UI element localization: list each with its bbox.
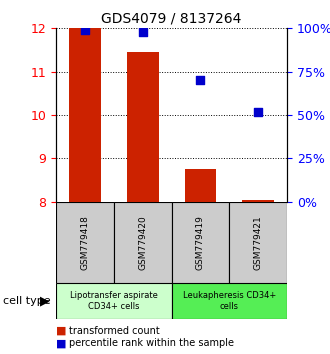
Text: transformed count: transformed count: [69, 326, 160, 336]
Text: percentile rank within the sample: percentile rank within the sample: [69, 338, 234, 348]
Text: Leukapheresis CD34+
cells: Leukapheresis CD34+ cells: [183, 291, 276, 310]
Bar: [172, 202, 229, 283]
Bar: [56, 283, 172, 319]
Text: GSM779421: GSM779421: [254, 215, 263, 270]
Point: [140, 29, 146, 35]
Text: GSM779418: GSM779418: [81, 215, 89, 270]
Text: ■: ■: [56, 338, 67, 348]
Bar: [229, 202, 287, 283]
Text: cell type: cell type: [3, 296, 51, 306]
Text: ■: ■: [56, 326, 67, 336]
Bar: [127, 52, 159, 202]
Point: [198, 78, 203, 83]
Text: GSM779420: GSM779420: [138, 215, 147, 270]
Bar: [242, 200, 274, 202]
Title: GDS4079 / 8137264: GDS4079 / 8137264: [101, 12, 242, 26]
Bar: [184, 169, 216, 202]
Bar: [56, 202, 114, 283]
Text: ▶: ▶: [40, 295, 49, 307]
Text: GSM779419: GSM779419: [196, 215, 205, 270]
Text: Lipotransfer aspirate
CD34+ cells: Lipotransfer aspirate CD34+ cells: [70, 291, 158, 310]
Point: [256, 109, 261, 114]
Point: [82, 27, 88, 33]
Bar: [69, 28, 101, 202]
Bar: [172, 283, 287, 319]
Bar: [114, 202, 172, 283]
